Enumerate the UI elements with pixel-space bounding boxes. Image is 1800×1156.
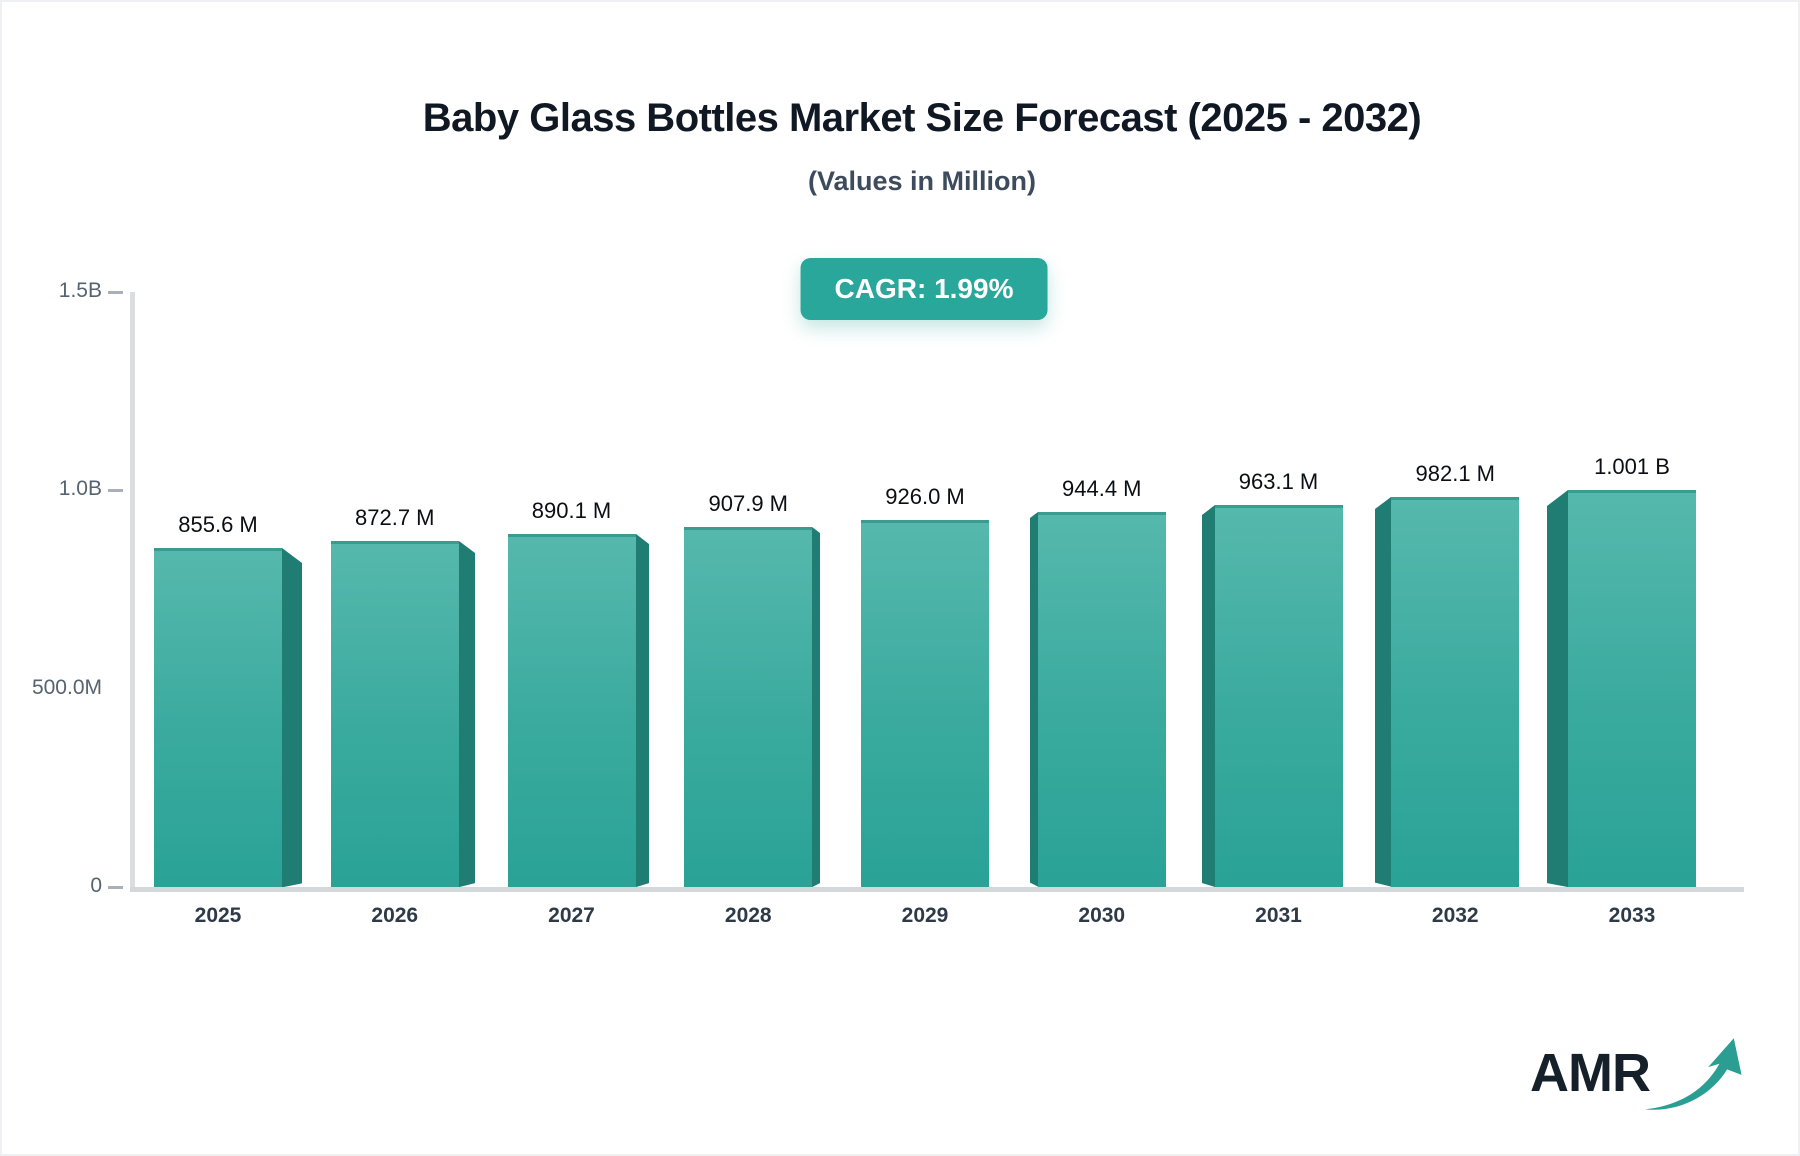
bar-value-label: 855.6 M [178, 511, 258, 537]
bar-value-label: 890.1 M [531, 497, 612, 523]
cagr-badge: CAGR: 1.99% [800, 258, 1048, 320]
x-axis-label: 2029 [901, 904, 949, 927]
bar-value-label: 1.001 B [1594, 453, 1670, 479]
bar [507, 533, 636, 887]
bar-side-facet [635, 533, 649, 887]
x-axis-label: 2031 [1255, 904, 1302, 927]
bar-side-facet [282, 547, 302, 887]
bar-value-label: 944.4 M [1062, 476, 1142, 502]
bar [330, 540, 459, 887]
bar-side-facet [1375, 497, 1392, 887]
x-axis-label: 2027 [548, 904, 595, 927]
y-tick-label: 500.0M [31, 675, 102, 699]
x-axis-label: 2033 [1608, 904, 1656, 927]
bar [154, 547, 282, 887]
y-tick-dash [108, 489, 123, 493]
bar-side-facet [812, 526, 821, 887]
y-tick-label: 1.0B [58, 477, 102, 501]
amr-logo-text: AMR [1530, 1043, 1651, 1103]
bar-side-facet [1201, 504, 1215, 887]
x-axis-line [130, 887, 1744, 892]
x-axis-label: 2026 [371, 904, 419, 927]
bar [1037, 512, 1166, 887]
bar-value-label: 872.7 M [355, 504, 435, 530]
y-tick-label: 1.5B [58, 279, 102, 302]
bar [1214, 504, 1343, 887]
bar-side-facet [1029, 512, 1038, 887]
bar-value-label: 907.9 M [708, 490, 789, 516]
x-axis-label: 2025 [194, 904, 242, 927]
y-tick-dash [108, 886, 123, 889]
bar [1568, 489, 1696, 887]
bar [684, 526, 813, 887]
x-axis-label: 2030 [1078, 904, 1126, 927]
x-axis-label: 2028 [724, 904, 772, 927]
bar-side-facet [1547, 489, 1568, 887]
amr-logo: AMR [1530, 1036, 1760, 1122]
bar-side-facet [458, 540, 475, 887]
chart-subtitle: (Values in Million) [807, 166, 1037, 196]
y-axis-line [130, 292, 135, 892]
y-tick-label: 0 [90, 874, 102, 897]
bar [1391, 497, 1520, 887]
growth-arrow-icon [1644, 1038, 1742, 1110]
bar-value-label: 963.1 M [1238, 468, 1319, 494]
x-axis-label: 2032 [1431, 904, 1479, 927]
chart-title: Baby Glass Bottles Market Size Forecast … [422, 96, 1422, 140]
bar [861, 519, 989, 887]
y-tick-dash [108, 291, 123, 294]
bar-value-label: 982.1 M [1415, 461, 1496, 487]
bar-value-label: 926.0 M [885, 483, 965, 509]
